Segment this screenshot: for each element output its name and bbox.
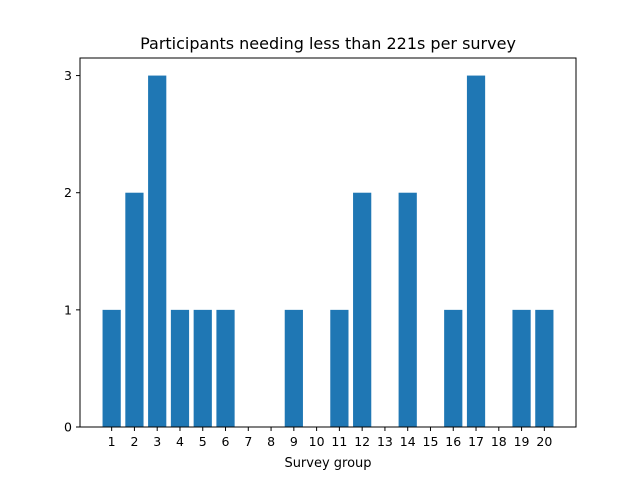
x-tick-label-7: 7 [244, 434, 252, 449]
bar-4 [170, 309, 190, 427]
x-tick-label-20: 20 [536, 434, 552, 449]
bar-17 [466, 75, 486, 427]
x-tick-label-11: 11 [331, 434, 347, 449]
x-tick-label-3: 3 [153, 434, 161, 449]
x-tick-label-9: 9 [290, 434, 298, 449]
x-axis-label: Survey group [284, 456, 371, 471]
bars-layer [102, 75, 554, 427]
axes-layer [79, 57, 577, 428]
bar-14 [398, 192, 417, 427]
bar-1 [102, 309, 121, 427]
x-tick-label-5: 5 [199, 434, 207, 449]
bar-3 [148, 75, 167, 427]
bar-9 [284, 309, 303, 427]
bar-12 [353, 192, 372, 427]
x-tick-label-15: 15 [423, 434, 439, 449]
x-tick-label-12: 12 [354, 434, 370, 449]
bar-16 [444, 309, 463, 427]
x-tick-label-18: 18 [491, 434, 507, 449]
y-tick-label-2: 2 [64, 185, 72, 200]
x-tick-label-4: 4 [176, 434, 184, 449]
chart-title: Participants needing less than 221s per … [140, 34, 516, 53]
y-tick-label-0: 0 [64, 420, 72, 435]
x-tick-label-19: 19 [514, 434, 530, 449]
bar-19 [512, 309, 531, 427]
x-tick-label-10: 10 [309, 434, 325, 449]
x-tick-label-14: 14 [400, 434, 416, 449]
x-tick-label-13: 13 [377, 434, 393, 449]
x-tick-label-1: 1 [108, 434, 116, 449]
y-tick-label-3: 3 [64, 68, 72, 83]
x-tick-label-8: 8 [267, 434, 275, 449]
x-tick-label-17: 17 [468, 434, 484, 449]
x-tick-label-2: 2 [130, 434, 138, 449]
bar-6 [216, 309, 235, 427]
bar-2 [125, 192, 144, 427]
y-tick-label-1: 1 [64, 302, 72, 317]
bar-20 [535, 309, 554, 427]
plot-frame [79, 57, 577, 428]
bar-5 [193, 309, 212, 427]
x-tick-label-6: 6 [222, 434, 230, 449]
bar-11 [330, 309, 349, 427]
x-tick-label-16: 16 [445, 434, 461, 449]
